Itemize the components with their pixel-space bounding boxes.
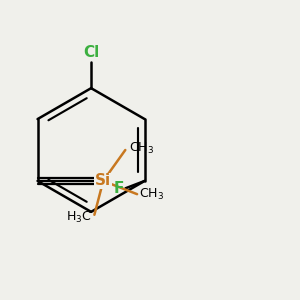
Text: CH$_3$: CH$_3$ [129,141,154,156]
Text: H$_3$C: H$_3$C [66,210,92,225]
Text: Cl: Cl [83,45,99,60]
Text: CH$_3$: CH$_3$ [140,187,165,202]
Text: Si: Si [95,173,111,188]
Text: F: F [114,181,124,196]
